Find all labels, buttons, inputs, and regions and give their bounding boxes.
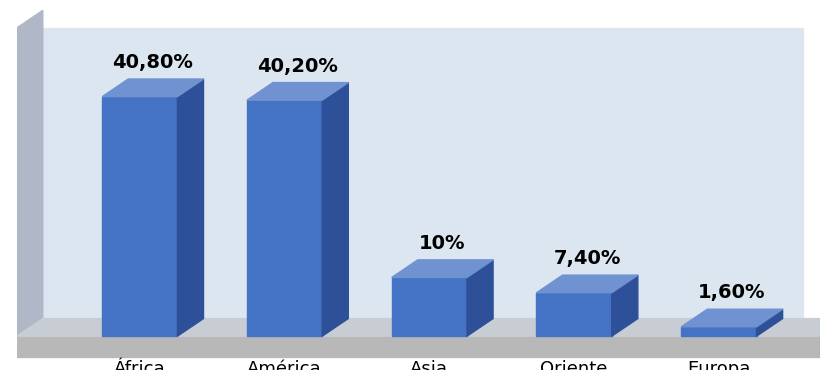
Bar	[681, 327, 756, 336]
Text: 10%: 10%	[419, 234, 465, 253]
Polygon shape	[466, 260, 492, 336]
Polygon shape	[322, 83, 348, 336]
Text: 40,20%: 40,20%	[257, 57, 338, 75]
Polygon shape	[17, 10, 43, 336]
Bar	[247, 100, 322, 336]
Polygon shape	[819, 319, 836, 357]
Text: 40,80%: 40,80%	[112, 53, 193, 72]
Bar	[102, 97, 177, 336]
Bar	[43, 28, 802, 336]
Polygon shape	[756, 309, 782, 336]
Bar	[17, 336, 819, 357]
Text: Asia: Asia	[410, 360, 448, 370]
Polygon shape	[102, 79, 203, 97]
Text: Europa: Europa	[686, 360, 750, 370]
Bar	[391, 278, 466, 336]
Polygon shape	[611, 275, 637, 336]
Text: Oriente
Medio: Oriente Medio	[540, 360, 607, 370]
Text: África: África	[114, 360, 166, 370]
Polygon shape	[681, 309, 782, 327]
Polygon shape	[536, 275, 637, 293]
Text: 7,40%: 7,40%	[553, 249, 620, 268]
Polygon shape	[177, 79, 203, 336]
Text: 1,60%: 1,60%	[697, 283, 765, 302]
Text: América: América	[247, 360, 322, 370]
Bar	[536, 293, 611, 336]
Polygon shape	[391, 260, 492, 278]
Polygon shape	[17, 319, 836, 336]
Polygon shape	[247, 83, 348, 100]
